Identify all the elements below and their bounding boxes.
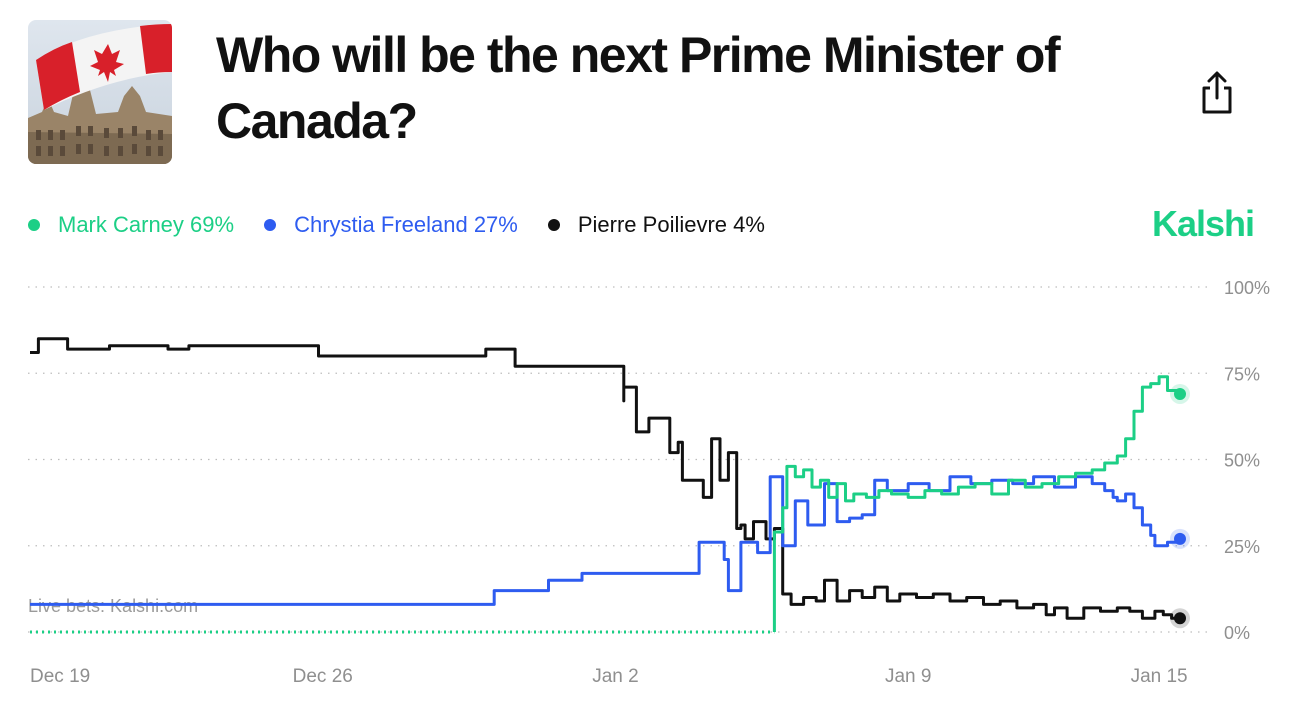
share-icon [1202,71,1232,114]
y-axis-ticks: 100% 75% 50% 25% 0% [1224,278,1270,643]
x-tick-label: Jan 9 [885,666,931,687]
y-tick-label: 25% [1224,537,1260,557]
end-point-pierre-poilievre[interactable] [1174,612,1186,625]
y-tick-label: 0% [1224,623,1250,643]
end-point-chrystia-freeland[interactable] [1174,532,1186,545]
legend-label: Mark Carney 69% [58,212,235,237]
legend-dot [547,219,560,231]
share-button[interactable] [1198,70,1236,116]
series-line-chrystia-freeland [30,475,1182,606]
x-tick-label: Dec 26 [293,666,353,687]
page-title: Who will be the next Prime Minister of C… [216,27,1061,149]
legend-dot [28,219,40,231]
legend-dot [264,219,277,231]
watermark-text: Live bets: Kalshi.com [28,596,198,616]
kalshi-logo[interactable]: Kalshi [1152,203,1255,244]
series-lines [30,337,1190,634]
canada-flag-parliament-icon [28,20,172,164]
end-point-mark-carney[interactable] [1174,387,1186,400]
x-tick-label: Jan 15 [1131,666,1188,687]
legend-item-freeland[interactable]: Chrystia Freeland 27% [264,212,518,238]
y-tick-label: 100% [1224,278,1270,298]
legend-label: Pierre Poilievre 4% [577,212,765,237]
x-tick-label: Jan 2 [592,666,638,687]
legend-item-carney[interactable]: Mark Carney 69% [28,212,234,238]
y-tick-label: 75% [1224,364,1260,384]
series-line-pierre-poilievre [30,337,1180,620]
market-thumbnail [28,20,172,164]
legend-label: Chrystia Freeland 27% [294,212,518,237]
x-axis-ticks: Dec 19 Dec 26 Jan 2 Jan 9 Jan 15 [30,666,1188,687]
chart-legend: Mark Carney 69% Chrystia Freeland 27% Pi… [28,210,795,240]
legend-item-poilievre[interactable]: Pierre Poilievre 4% [547,212,765,238]
x-tick-label: Dec 19 [30,666,90,687]
series-line-mark-carney [772,375,1182,632]
y-tick-label: 50% [1224,451,1260,471]
grid-lines [28,286,1212,633]
